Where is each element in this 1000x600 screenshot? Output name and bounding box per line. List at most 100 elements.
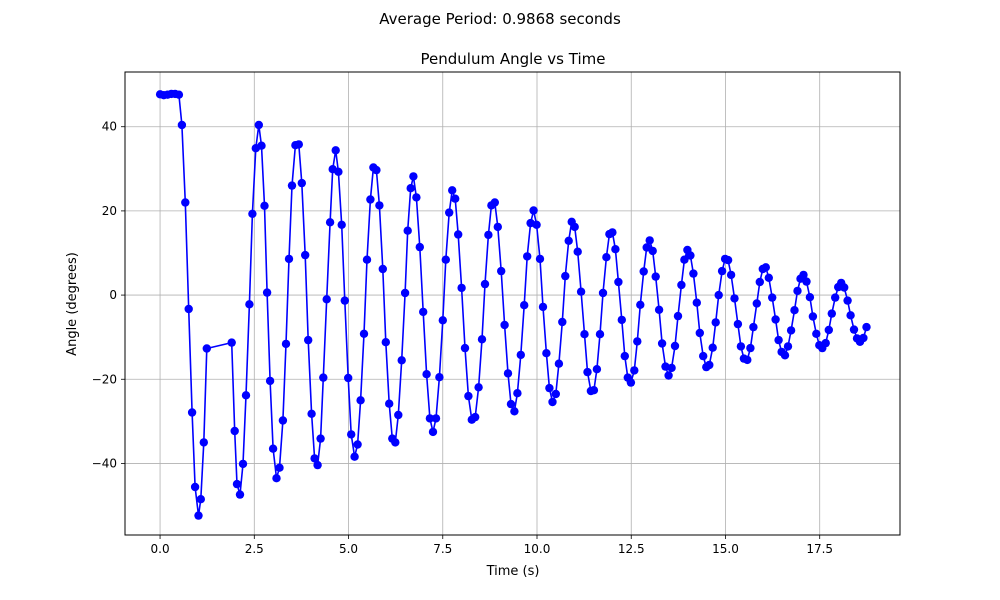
data-point	[695, 328, 704, 338]
data-point	[846, 311, 855, 320]
x-tick-label: 0.0	[151, 542, 170, 556]
data-point	[576, 287, 586, 296]
data-point	[272, 474, 281, 483]
data-point	[394, 410, 403, 420]
data-point	[260, 201, 269, 210]
data-point	[608, 228, 617, 237]
data-point	[445, 208, 454, 217]
data-point	[316, 434, 325, 443]
data-point	[457, 283, 466, 293]
data-point	[372, 165, 381, 175]
data-point	[297, 178, 306, 188]
data-point	[356, 396, 365, 405]
data-point	[771, 315, 780, 324]
y-axis-label: Angle (degrees)	[65, 252, 80, 356]
data-point	[419, 307, 428, 317]
data-point	[375, 201, 384, 210]
data-point	[409, 172, 418, 181]
data-point	[743, 355, 752, 365]
data-point	[304, 335, 313, 345]
data-point	[307, 409, 316, 418]
data-point	[294, 140, 303, 149]
data-point	[805, 293, 815, 302]
data-point	[227, 338, 236, 347]
data-point	[654, 305, 664, 314]
data-point	[301, 250, 310, 260]
data-point	[313, 460, 322, 470]
data-point	[831, 293, 840, 302]
series-group	[155, 89, 871, 520]
data-point	[425, 414, 435, 423]
data-point	[438, 316, 447, 325]
x-tick-label: 5.0	[339, 542, 358, 556]
data-point	[484, 230, 493, 240]
data-point	[337, 220, 346, 229]
data-point	[645, 236, 654, 245]
data-point	[636, 300, 645, 309]
data-point	[194, 511, 203, 520]
data-point	[184, 304, 193, 314]
data-point	[366, 195, 375, 204]
data-point	[774, 335, 783, 345]
data-point	[827, 309, 836, 318]
data-point	[493, 222, 502, 232]
data-point	[558, 317, 567, 327]
data-point	[248, 209, 257, 218]
data-point	[506, 399, 516, 409]
data-point	[733, 319, 743, 329]
data-point	[664, 371, 673, 380]
data-point	[542, 349, 551, 358]
data-point	[551, 389, 560, 399]
data-point	[278, 416, 288, 425]
data-point	[746, 343, 755, 353]
data-point	[350, 452, 359, 461]
data-point	[764, 273, 773, 282]
data-point	[340, 296, 349, 305]
data-point	[268, 444, 278, 453]
data-point	[786, 326, 796, 335]
data-point	[790, 306, 799, 315]
data-point	[554, 359, 564, 368]
data-point	[196, 495, 205, 504]
x-tick-label: 10.0	[524, 542, 551, 556]
data-point	[564, 236, 573, 245]
data-point	[717, 266, 727, 276]
data-point	[862, 322, 871, 332]
data-point	[667, 363, 676, 373]
data-point	[859, 333, 868, 343]
data-point	[602, 253, 611, 262]
data-point	[245, 300, 254, 309]
data-point	[254, 120, 263, 130]
chart-title: Pendulum Angle vs Time	[421, 50, 606, 68]
data-point	[451, 194, 460, 203]
data-point	[190, 482, 200, 492]
data-point	[614, 277, 623, 287]
y-tick-label: 40	[102, 120, 117, 134]
data-point	[334, 167, 343, 176]
data-point	[736, 342, 746, 351]
data-point	[460, 343, 470, 353]
data-point	[174, 90, 184, 99]
data-point	[202, 344, 211, 353]
data-point	[821, 338, 830, 348]
data-point	[516, 350, 525, 360]
data-point	[699, 351, 708, 361]
data-point	[561, 271, 570, 281]
data-point	[325, 218, 335, 227]
data-point	[287, 181, 297, 190]
data-point	[284, 254, 294, 264]
x-axis-label: Time (s)	[486, 564, 540, 579]
data-point	[633, 337, 642, 346]
data-point	[241, 391, 251, 400]
x-axis-ticks: 0.0 2.5 5.0 7.5 10.0 12.5 15.0 17.5	[151, 535, 833, 556]
data-point	[538, 302, 548, 312]
data-point	[431, 414, 441, 423]
data-point	[657, 339, 667, 348]
data-point	[752, 299, 761, 308]
data-point	[265, 376, 275, 386]
data-point	[686, 251, 695, 260]
data-point	[570, 222, 579, 232]
data-point	[680, 255, 689, 264]
data-point	[412, 193, 421, 202]
data-point	[630, 366, 639, 375]
